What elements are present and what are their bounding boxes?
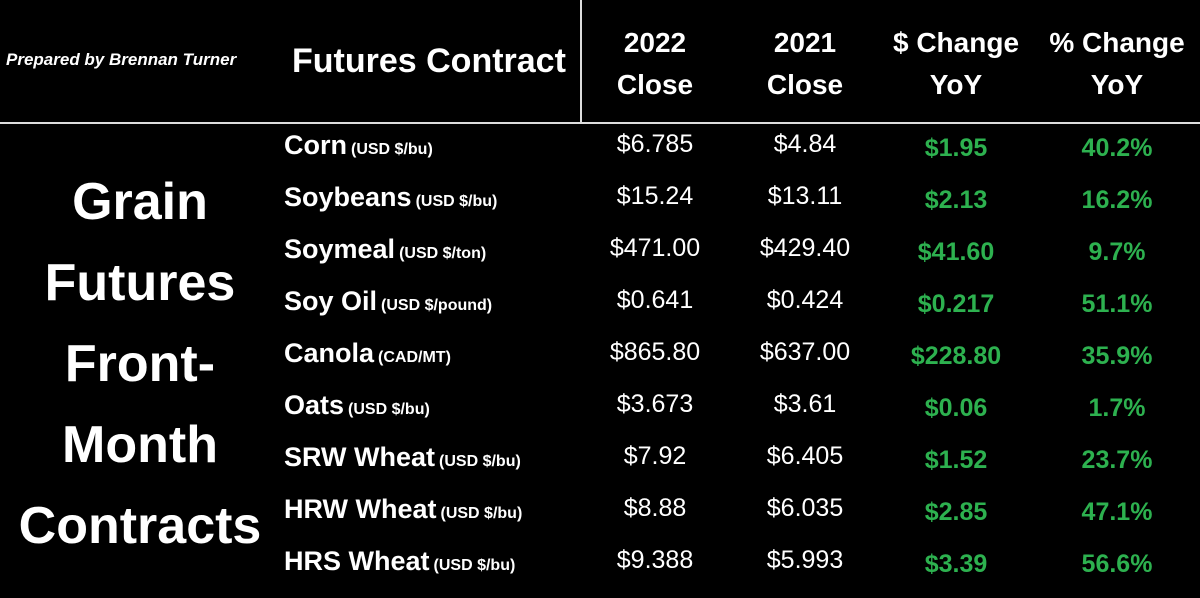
dollar-change-cell: $3.39	[924, 550, 988, 578]
percent-change-cell: 16.2%	[1081, 186, 1153, 214]
futures-contract-header: Futures Contract	[292, 42, 566, 80]
table-row: HRS Wheat (USD $/bu) $9.388 $5.993 $3.39 56.6…	[0, 546, 1200, 598]
table-row: Canola (CAD/MT) $865.80 $637.00 $228.80 35.9%	[0, 338, 1200, 390]
close-2022-cell: $3.673	[616, 390, 694, 418]
credit-text: Prepared by Brennan Turner	[6, 50, 237, 69]
contract-name: Corn	[284, 130, 347, 160]
contract-name: Soymeal	[284, 234, 396, 264]
table-row: HRW Wheat (USD $/bu) $8.88 $6.035 $2.85 47.1%	[0, 494, 1200, 546]
percent-change-cell: 23.7%	[1081, 446, 1153, 474]
contract-name: Oats	[284, 390, 345, 420]
contract-name: Soy Oil	[284, 286, 378, 316]
dollar-change-cell: $1.52	[924, 446, 988, 474]
close-2022-cell: $471.00	[609, 234, 701, 262]
table-row: Corn (USD $/bu) $6.785 $4.84 $1.95 40.2%	[0, 130, 1200, 182]
table-row: Oats (USD $/bu) $3.673 $3.61 $0.06 1.7%	[0, 390, 1200, 442]
close-2022-cell: $6.785	[616, 130, 694, 158]
contract-unit: (USD $/pound)	[381, 297, 493, 314]
dollar-change-cell: $228.80	[910, 342, 1002, 370]
close-2021-cell: $3.61	[773, 390, 837, 418]
close-2021-cell: $5.993	[766, 546, 844, 574]
close-2022-cell: $15.24	[616, 182, 694, 210]
contract-cell: HRS Wheat (USD $/bu)	[284, 546, 515, 577]
close-2022-cell: $0.641	[616, 286, 694, 314]
percent-change-cell: 40.2%	[1081, 134, 1153, 162]
table-row: Soymeal (USD $/ton) $471.00 $429.40 $41.60 9.…	[0, 234, 1200, 286]
close-2021-cell: $429.40	[759, 234, 851, 262]
close-2022-cell: $8.88	[623, 494, 687, 522]
close-2021-cell: $637.00	[759, 338, 851, 366]
close-2022-cell: $865.80	[609, 338, 701, 366]
contract-name: HRS Wheat	[284, 546, 430, 576]
percent-change-cell: 56.6%	[1081, 550, 1153, 578]
contract-name: Soybeans	[284, 182, 412, 212]
dollar-change-cell: $41.60	[917, 238, 995, 266]
contract-cell: HRW Wheat (USD $/bu)	[284, 494, 522, 525]
contract-cell: SRW Wheat (USD $/bu)	[284, 442, 521, 473]
side-title: Grain Futures Front- Month Contracts	[18, 173, 262, 555]
close-2022-cell: $9.388	[616, 546, 694, 574]
dollar-change-cell: $2.85	[924, 498, 988, 526]
percent-change-cell: 51.1%	[1081, 290, 1153, 318]
percent-change-cell: 1.7%	[1088, 394, 1146, 422]
dollar-change-header: $ Change YoY	[892, 27, 1020, 100]
close-2021-cell: $6.405	[766, 442, 844, 470]
table-row: Soybeans (USD $/bu) $15.24 $13.11 $2.13 16.2%	[0, 182, 1200, 234]
header-divider	[580, 0, 582, 124]
dollar-change-cell: $1.95	[924, 134, 988, 162]
dollar-change-cell: $2.13	[924, 186, 988, 214]
contract-unit: (USD $/bu)	[433, 557, 516, 574]
contract-name: HRW Wheat	[284, 494, 437, 524]
contract-cell: Corn (USD $/bu)	[284, 130, 433, 161]
close-2022-cell: $7.92	[623, 442, 687, 470]
contract-unit: (USD $/bu)	[348, 401, 430, 418]
contract-unit: (USD $/ton)	[399, 245, 487, 262]
table-row: SRW Wheat (USD $/bu) $7.92 $6.405 $1.52 23.7%	[0, 442, 1200, 494]
contract-unit: (USD $/bu)	[440, 505, 523, 522]
close-2021-cell: $6.035	[766, 494, 844, 522]
contract-cell: Oats (USD $/bu)	[284, 390, 430, 421]
contract-cell: Soy Oil (USD $/pound)	[284, 286, 492, 317]
contract-cell: Canola (CAD/MT)	[284, 338, 451, 369]
contract-name: SRW Wheat	[284, 442, 436, 472]
contract-unit: (USD $/bu)	[415, 193, 498, 210]
contract-name: Canola	[284, 338, 375, 368]
table-header: Prepared by Brennan Turner Futures Contr…	[0, 0, 1200, 124]
dollar-change-cell: $0.217	[917, 290, 995, 318]
percent-change-cell: 35.9%	[1081, 342, 1153, 370]
contract-unit: (CAD/MT)	[378, 349, 451, 366]
table-row: Soy Oil (USD $/pound) $0.641 $0.424 $0.217 51…	[0, 286, 1200, 338]
percent-change-cell: 47.1%	[1081, 498, 1153, 526]
percent-change-cell: 9.7%	[1088, 238, 1146, 266]
contract-unit: (USD $/bu)	[351, 141, 433, 158]
close-2021-header: 2021 Close	[766, 27, 844, 100]
dollar-change-cell: $0.06	[924, 394, 988, 422]
contract-cell: Soybeans (USD $/bu)	[284, 182, 497, 213]
contract-unit: (USD $/bu)	[439, 453, 521, 470]
close-2021-cell: $0.424	[766, 286, 844, 314]
close-2022-header: 2022 Close	[616, 27, 694, 100]
contract-cell: Soymeal (USD $/ton)	[284, 234, 486, 265]
close-2021-cell: $4.84	[773, 130, 837, 158]
percent-change-header: % Change YoY	[1049, 27, 1185, 100]
close-2021-cell: $13.11	[767, 182, 843, 210]
